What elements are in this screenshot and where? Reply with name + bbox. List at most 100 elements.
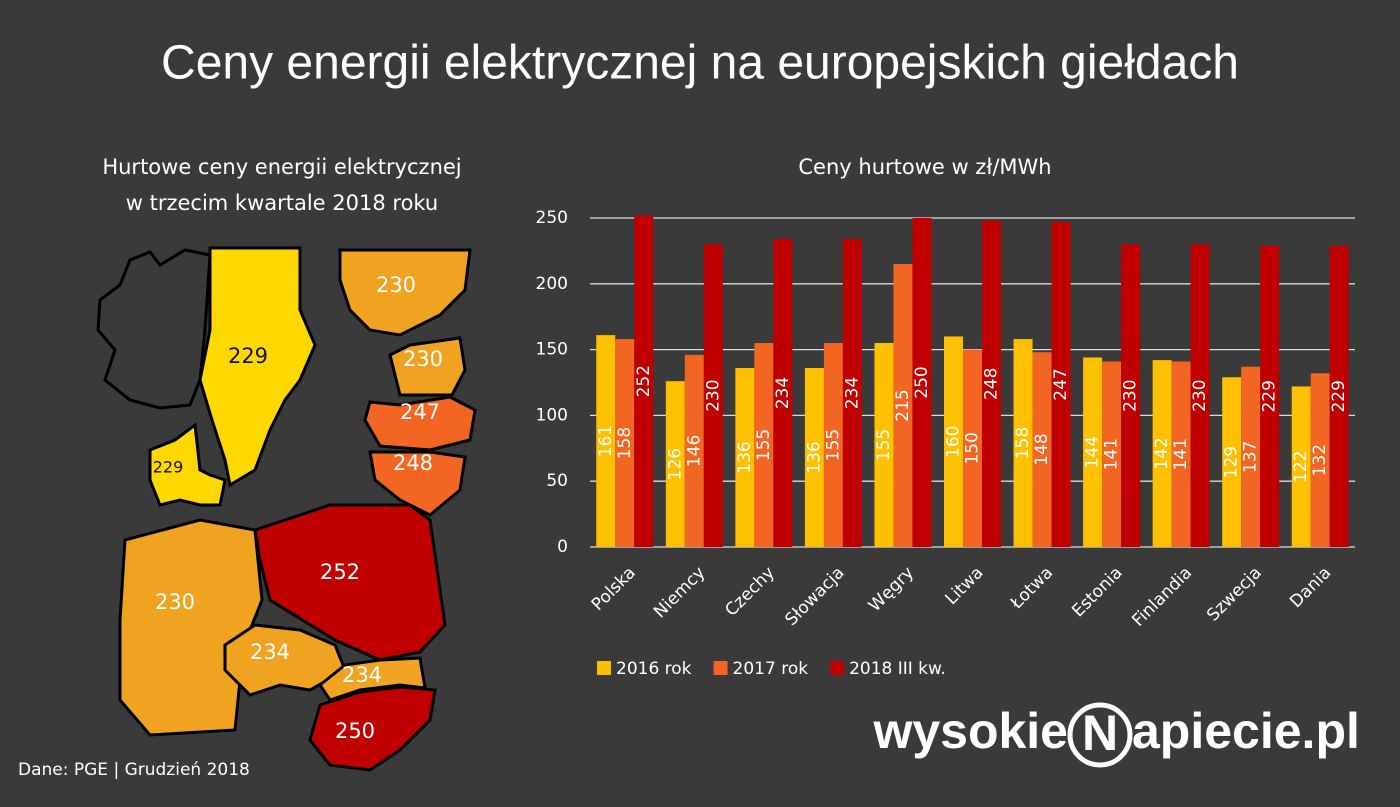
- map-title: Hurtowe ceny energii elektrycznej: [102, 155, 461, 179]
- value-label: 229: [1260, 380, 1280, 412]
- y-tick-label: 50: [546, 471, 568, 491]
- value-label: 136: [735, 441, 755, 473]
- value-label: 230: [703, 379, 723, 411]
- value-label: 142: [1152, 437, 1172, 469]
- y-tick-label: 200: [536, 274, 568, 294]
- page-title: Ceny energii elektrycznej na europejskic…: [161, 37, 1239, 90]
- value-label: 122: [1291, 450, 1311, 482]
- value-label: 160: [944, 425, 964, 457]
- bar: [912, 218, 932, 547]
- value-label: 158: [615, 427, 635, 459]
- map-region: [198, 246, 317, 488]
- bar: [842, 239, 862, 547]
- bar: [1190, 244, 1210, 547]
- map-region: [148, 422, 227, 507]
- map-label: 234: [250, 640, 290, 664]
- logo-text: wysokie: [872, 703, 1068, 759]
- value-label: 215: [893, 389, 913, 421]
- value-label: 141: [1171, 438, 1191, 470]
- bar: [1051, 221, 1071, 547]
- bar: [804, 368, 824, 547]
- bar: [596, 335, 616, 547]
- bar: [1083, 357, 1103, 547]
- footer: Dane: PGE | Grudzień 2018: [18, 760, 250, 780]
- value-label: 230: [1121, 379, 1141, 411]
- map-label: 229: [228, 344, 268, 368]
- map-label: 229: [153, 458, 184, 477]
- bar: [684, 354, 704, 547]
- logo-mark: N: [1082, 705, 1118, 761]
- legend-swatch: [597, 661, 611, 675]
- bar: [1121, 244, 1141, 547]
- y-tick-label: 100: [536, 405, 568, 425]
- map-label: 230: [403, 347, 443, 371]
- value-label: 155: [754, 429, 774, 461]
- bar: [1152, 360, 1172, 547]
- bar: [893, 264, 913, 547]
- value-label: 229: [1329, 380, 1349, 412]
- y-tick-label: 0: [557, 537, 568, 557]
- bar: [703, 244, 723, 547]
- map-label: 230: [155, 590, 195, 614]
- bar: [1329, 245, 1349, 548]
- value-label: 132: [1310, 444, 1330, 476]
- bar: [615, 339, 635, 547]
- bar: [1260, 245, 1280, 548]
- value-label: 141: [1102, 438, 1122, 470]
- logo-circle: [1067, 702, 1133, 768]
- value-label: 155: [823, 429, 843, 461]
- value-label: 146: [684, 435, 704, 467]
- map-region: [308, 685, 437, 772]
- bar: [1032, 352, 1052, 547]
- map-outline: [96, 248, 212, 410]
- legend-label: 2017 rok: [733, 659, 809, 679]
- bar: [1171, 361, 1191, 547]
- value-label: 137: [1241, 441, 1261, 473]
- value-label: 161: [596, 425, 616, 457]
- map-region: [388, 336, 467, 397]
- legend-swatch: [830, 661, 845, 675]
- map-region: [363, 395, 477, 452]
- map-region: [253, 503, 447, 662]
- bar: [735, 368, 755, 547]
- map-label: 247: [400, 400, 440, 424]
- logo-text: apiecie.pl: [1132, 703, 1360, 759]
- value-label: 247: [1051, 368, 1071, 400]
- bar: [944, 336, 963, 547]
- map-label: 234: [342, 663, 382, 687]
- value-label: 234: [842, 377, 862, 409]
- map-label: 252: [320, 560, 360, 584]
- value-label: 148: [1032, 433, 1052, 465]
- value-label: 144: [1083, 436, 1103, 468]
- value-label: 126: [665, 448, 685, 480]
- map-region: [338, 248, 472, 337]
- logo: wysokie N apiecie.pl: [872, 702, 1360, 768]
- value-label: 230: [1190, 379, 1210, 411]
- bar: [1222, 377, 1242, 547]
- bar: [1291, 386, 1311, 547]
- y-tick-label: 150: [536, 340, 568, 360]
- chart-title: Ceny hurtowe w zł/MWh: [798, 155, 1051, 179]
- value-label: 250: [912, 366, 932, 398]
- bar: [963, 349, 982, 547]
- map-label: 230: [376, 273, 416, 297]
- legend-label: 2016 rok: [616, 659, 692, 679]
- bar: [1102, 361, 1122, 547]
- bar: [665, 381, 685, 547]
- bar: [634, 215, 654, 548]
- bar: [823, 343, 843, 547]
- value-label: 234: [773, 377, 793, 409]
- map-label: 248: [393, 451, 433, 475]
- value-label: 248: [982, 368, 1002, 400]
- bar: [982, 220, 1001, 547]
- value-label: 158: [1013, 427, 1033, 459]
- value-label: 252: [634, 365, 654, 397]
- bar: [754, 343, 774, 547]
- value-label: 129: [1222, 446, 1242, 478]
- legend-label: 2018 III kw.: [849, 659, 946, 679]
- map-label: 250: [335, 719, 375, 743]
- y-tick-label: 250: [536, 208, 568, 228]
- bar: [1241, 366, 1261, 547]
- bar: [874, 343, 894, 547]
